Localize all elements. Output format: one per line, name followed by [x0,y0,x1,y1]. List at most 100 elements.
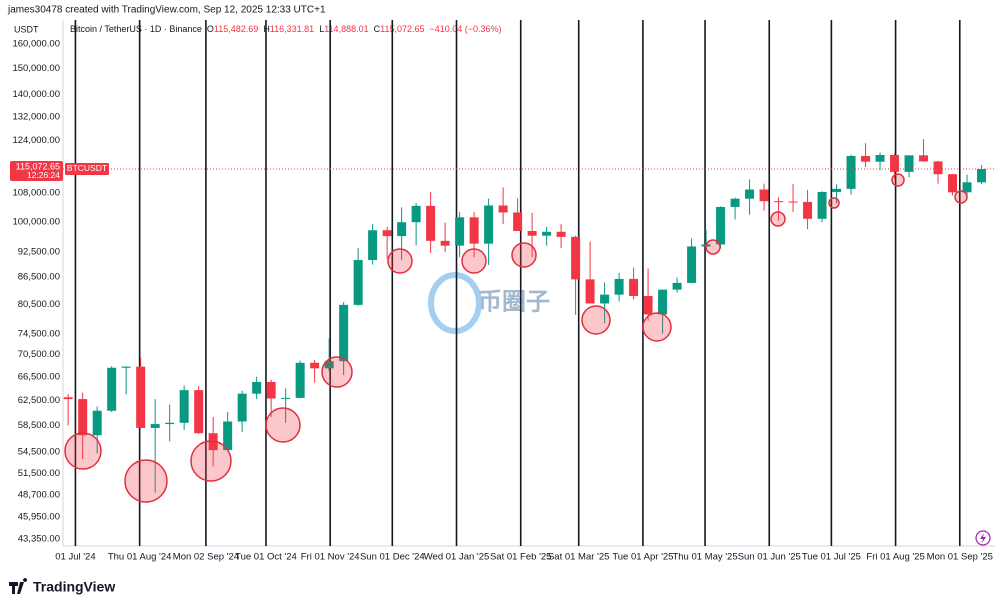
candle-body [266,381,276,399]
annotations [64,173,968,503]
x-tick-label: Tue 01 Apr '25 [612,552,673,563]
highlight-circle [511,242,537,268]
candle-body [585,279,595,304]
candle-body [977,168,987,183]
candle-body [455,217,465,246]
y-tick-label: 100,000.00 [12,217,60,228]
highlight-circle [461,248,487,274]
candle-body [817,191,827,219]
candle-body [832,188,842,192]
lightning-icon[interactable] [975,530,991,546]
candle-body [498,205,508,213]
highlight-circle [321,356,353,388]
candle-body [716,206,726,245]
legend-item: O [207,24,214,34]
candle-body [295,362,305,398]
y-tick-label: 66,500.00 [18,371,60,382]
candle-body [629,278,639,297]
y-tick-label: 92,500.00 [18,246,60,257]
candle-body [614,278,624,295]
x-tick-label: Tue 01 Jul '25 [802,552,861,563]
highlight-circle [891,173,905,187]
candle-body [310,362,320,369]
watermark: 币圈子 [428,272,550,334]
candle-body [556,231,566,237]
x-tick-label: Tue 01 Oct '24 [235,552,297,563]
candle-body [861,155,871,162]
candle-body [63,397,73,400]
candle-body [223,421,233,451]
candle-body [179,390,189,423]
y-tick-label: 45,950.00 [18,511,60,522]
candle-body [875,155,885,162]
x-tick-label: Mon 02 Sep '24 [173,552,239,563]
candle-body [121,366,131,368]
candle-body [658,289,668,315]
candle-body [339,304,349,362]
candle-body [962,182,972,193]
legend-item: 116,331.81 [270,24,314,34]
x-tick-label: Sun 01 Jun '25 [738,552,801,563]
candle-body [730,198,740,207]
candle-body [527,231,537,236]
symbol-tag [65,162,109,175]
candle-body [194,390,204,434]
y-tick-label: 132,000.00 [12,112,60,123]
legend-item: L [319,24,324,34]
y-tick-label: 150,000.00 [12,63,60,74]
candle-body [759,189,769,202]
legend-item: Bitcoin / TetherUS · 1D · Binance [70,24,202,34]
brand-logo [9,578,28,594]
lightning-bolt [980,533,986,543]
brand-name: TradingView [33,579,115,595]
candle-body [846,155,856,189]
candle-body [571,236,581,280]
icon[interactable] [975,530,991,546]
candle-body [237,393,247,422]
candle-body [281,397,291,399]
y-tick-label: 58,500.00 [18,420,60,431]
highlight-circle [387,248,413,274]
y-tick-label: 54,500.00 [18,447,60,458]
candle-body [150,424,160,428]
x-tick-label: Sun 01 Dec '24 [360,552,425,563]
highlight-circle [265,407,301,443]
legend-item: 115,072.65 [380,24,424,34]
highlight-circle [642,312,672,342]
highlight-circle [581,305,611,335]
y-tick-label: 140,000.00 [12,89,60,100]
legend-item: C [374,24,381,34]
candle-body [324,361,334,369]
last-price-label: 115,072.65 [16,161,60,171]
candle-body [948,174,958,193]
candle-body [353,260,363,305]
candle-body [919,155,929,162]
last-price-box [10,160,63,181]
highlight-circle [64,432,102,470]
candle-body [165,422,175,425]
x-tick-label: Sat 01 Feb '25 [490,552,552,563]
highlight-circle [190,440,232,482]
legend-item: 114,888.01 [324,24,368,34]
y-tick-label: 62,500.00 [18,395,60,406]
watermark-text: 币圈子 [478,288,550,315]
candle-body [382,230,392,237]
candle-body [92,410,102,436]
axis-unit: USDT [14,24,39,34]
x-tick-label: Wed 01 Jan '25 [424,552,490,563]
y-tick-label: 124,000.00 [12,135,60,146]
y-tick-label: 43,350.00 [18,533,60,544]
highlight-circle [770,211,786,227]
candle-body [469,217,479,244]
candle-body [788,201,798,203]
candle-body [513,212,523,232]
candle-body [672,282,682,290]
legend-item: 115,482.69 [214,24,258,34]
candle-body [397,222,407,237]
legend: Bitcoin / TetherUS · 1D · Binance O115,48… [70,24,502,34]
candle-body [411,205,421,223]
candle-body [440,240,450,246]
